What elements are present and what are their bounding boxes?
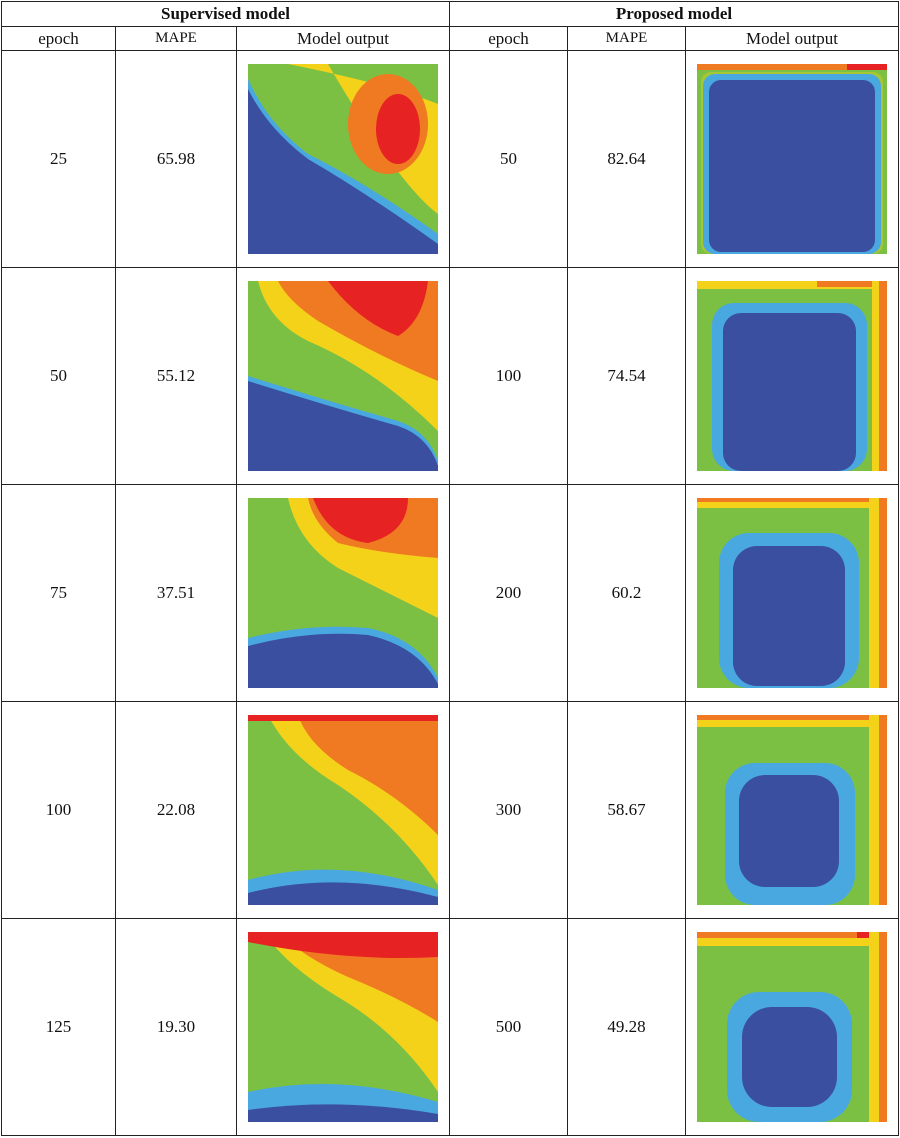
prop-mape-cell: 74.54	[567, 267, 686, 486]
flow-field-image	[248, 932, 438, 1122]
prop-output-cell	[685, 267, 899, 486]
sup-output-cell	[236, 267, 450, 486]
prop-mape-cell: 58.67	[567, 701, 686, 920]
prop-epoch-cell: 200	[449, 484, 568, 703]
prop-output-cell	[685, 701, 899, 920]
prop-mape-cell: 49.28	[567, 918, 686, 1136]
table-row: 50 55.12 100 74.54	[1, 267, 899, 486]
table-row: 75 37.51 200 60.2	[1, 484, 899, 703]
flow-field-image	[697, 281, 887, 471]
sup-mape-cell: 55.12	[115, 267, 237, 486]
sup-mape-header: MAPE	[115, 26, 237, 52]
prop-mape-header: MAPE	[567, 26, 686, 52]
prop-output-cell	[685, 484, 899, 703]
flow-field-image	[248, 715, 438, 905]
prop-epoch-cell: 100	[449, 267, 568, 486]
flow-field-image	[697, 932, 887, 1122]
sup-epoch-cell: 125	[1, 918, 116, 1136]
supervised-model-header: Supervised model	[1, 0, 450, 28]
prop-epoch-cell: 300	[449, 701, 568, 920]
sup-output-cell	[236, 50, 450, 269]
prop-output-header: Model output	[685, 26, 899, 52]
flow-field-image	[248, 281, 438, 471]
table-row: 100 22.08 300 58.67	[1, 701, 899, 920]
flow-field-image	[697, 498, 887, 688]
prop-epoch-header: epoch	[449, 26, 568, 52]
sup-output-cell	[236, 484, 450, 703]
prop-mape-cell: 60.2	[567, 484, 686, 703]
sup-epoch-cell: 100	[1, 701, 116, 920]
sup-output-cell	[236, 701, 450, 920]
flow-field-image	[697, 715, 887, 905]
proposed-model-header: Proposed model	[449, 0, 899, 28]
sup-mape-cell: 37.51	[115, 484, 237, 703]
flow-field-image	[248, 64, 438, 254]
prop-epoch-cell: 50	[449, 50, 568, 269]
sup-mape-cell: 19.30	[115, 918, 237, 1136]
flow-field-image	[697, 64, 887, 254]
sup-epoch-header: epoch	[1, 26, 116, 52]
sup-output-header: Model output	[236, 26, 450, 52]
sup-mape-cell: 22.08	[115, 701, 237, 920]
table-row: 125 19.30 500 49.28	[1, 918, 899, 1136]
sup-epoch-cell: 75	[1, 484, 116, 703]
table-row: 25 65.98 50 82.64	[1, 50, 899, 269]
flow-field-image	[248, 498, 438, 688]
sup-output-cell	[236, 918, 450, 1136]
sup-epoch-cell: 50	[1, 267, 116, 486]
prop-epoch-cell: 500	[449, 918, 568, 1136]
sup-mape-cell: 65.98	[115, 50, 237, 269]
sup-epoch-cell: 25	[1, 50, 116, 269]
prop-output-cell	[685, 918, 899, 1136]
prop-output-cell	[685, 50, 899, 269]
prop-mape-cell: 82.64	[567, 50, 686, 269]
